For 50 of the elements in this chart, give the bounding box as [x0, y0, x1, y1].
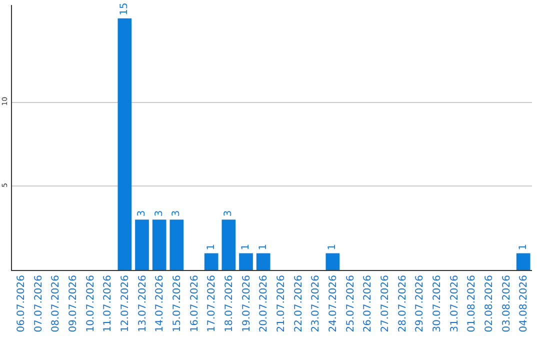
x-tick-label: 06.07.2026 — [16, 275, 27, 332]
bar — [152, 220, 166, 270]
x-tick-label: 25.07.2026 — [345, 275, 356, 332]
x-tick-label: 11.07.2026 — [102, 275, 114, 332]
x-tick-label: 07.07.2026 — [33, 275, 44, 332]
x-tick-label: 10.07.2026 — [85, 275, 96, 332]
x-tick-label: 19.07.2026 — [241, 275, 252, 332]
x-tick-label: 09.07.2026 — [68, 275, 79, 332]
bar — [118, 18, 132, 270]
x-tick-label: 04.08.2026 — [518, 275, 530, 332]
x-tick-label: 26.07.2026 — [362, 275, 374, 332]
data-label: 3 — [154, 210, 165, 217]
data-label: 1 — [240, 244, 252, 250]
data-label: 1 — [327, 244, 338, 250]
x-tick-label: 02.08.2026 — [484, 275, 495, 332]
x-tick-label: 22.07.2026 — [293, 275, 304, 332]
data-label: 1 — [258, 244, 269, 250]
bar — [222, 220, 236, 270]
x-tick-label: 16.07.2026 — [189, 275, 200, 332]
data-label: 3 — [136, 210, 148, 217]
x-tick-label: 17.07.2026 — [206, 275, 218, 332]
bar — [204, 253, 218, 270]
x-tick-label: 28.07.2026 — [397, 275, 408, 332]
bar — [256, 253, 270, 270]
x-tick-label: 27.07.2026 — [380, 275, 391, 332]
x-tick-label: 30.07.2026 — [432, 275, 443, 332]
x-tick-label: 23.07.2026 — [310, 275, 322, 332]
x-tick-label: 29.07.2026 — [414, 275, 426, 332]
x-tick-label: 21.07.2026 — [276, 275, 287, 332]
x-tick-label: 13.07.2026 — [137, 275, 148, 332]
x-tick-label: 03.08.2026 — [501, 275, 512, 332]
data-label: 3 — [171, 210, 182, 217]
data-label: 3 — [223, 210, 234, 217]
bar — [170, 220, 184, 270]
x-tick-label: 24.07.2026 — [328, 275, 339, 332]
x-tick-label: 20.07.2026 — [258, 275, 270, 332]
data-label: 15 — [119, 2, 130, 16]
x-tick-label: 18.07.2026 — [224, 275, 235, 332]
x-tick-label: 31.07.2026 — [449, 275, 460, 332]
x-tick-label: 08.07.2026 — [50, 275, 62, 332]
data-label: 1 — [518, 244, 529, 250]
bar — [135, 220, 149, 270]
x-tick-label: 15.07.2026 — [172, 275, 183, 332]
bar — [239, 253, 253, 270]
x-tick-label: 14.07.2026 — [154, 275, 166, 332]
data-label: 1 — [206, 244, 217, 250]
x-tick-label: 12.07.2026 — [120, 275, 131, 332]
x-tick-label: 01.08.2026 — [466, 275, 478, 332]
bar — [326, 253, 340, 270]
bar — [516, 253, 530, 270]
